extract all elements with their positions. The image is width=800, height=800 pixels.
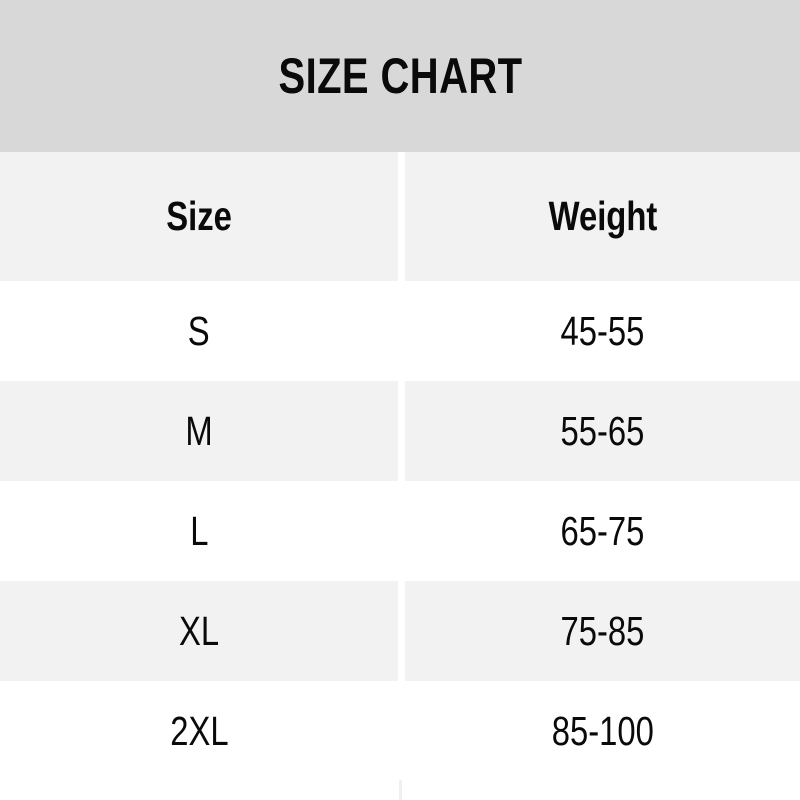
cell-weight: 65-75 <box>405 481 800 581</box>
column-divider-tail <box>399 780 402 800</box>
column-divider <box>398 581 405 681</box>
column-header-weight: Weight <box>548 193 657 239</box>
column-divider <box>398 152 405 281</box>
table-row: XL 75-85 <box>0 581 800 681</box>
cell-weight-value: 65-75 <box>560 507 645 554</box>
cell-weight-value: 85-100 <box>551 707 654 754</box>
column-divider <box>398 281 405 381</box>
header-cell-weight: Weight <box>405 152 800 281</box>
column-divider <box>398 381 405 481</box>
cell-size-value: S <box>188 307 210 354</box>
cell-size: XL <box>0 581 398 681</box>
table-row: 2XL 85-100 <box>0 681 800 781</box>
cell-weight: 75-85 <box>405 581 800 681</box>
cell-size-value: M <box>185 407 213 454</box>
column-divider <box>398 681 405 781</box>
cell-weight: 45-55 <box>405 281 800 381</box>
column-header-size: Size <box>166 193 232 239</box>
cell-weight: 85-100 <box>405 681 800 781</box>
cell-weight-value: 55-65 <box>560 407 645 454</box>
cell-size-value: 2XL <box>169 707 229 754</box>
table-row: L 65-75 <box>0 481 800 581</box>
column-divider <box>398 481 405 581</box>
cell-size: L <box>0 481 398 581</box>
header-cell-size: Size <box>0 152 398 281</box>
cell-size-value: L <box>189 507 209 554</box>
page-title: SIZE CHART <box>278 48 522 104</box>
table-header-row: Size Weight <box>0 152 800 281</box>
cell-size: 2XL <box>0 681 398 781</box>
size-table: Size Weight S 45-55 M 55-65 <box>0 152 800 781</box>
table-row: M 55-65 <box>0 381 800 481</box>
cell-weight: 55-65 <box>405 381 800 481</box>
cell-size: S <box>0 281 398 381</box>
table-row: S 45-55 <box>0 281 800 381</box>
chart-title-band: SIZE CHART <box>0 0 800 152</box>
cell-size-value: XL <box>178 607 220 654</box>
cell-weight-value: 75-85 <box>560 607 645 654</box>
cell-weight-value: 45-55 <box>560 307 645 354</box>
cell-size: M <box>0 381 398 481</box>
